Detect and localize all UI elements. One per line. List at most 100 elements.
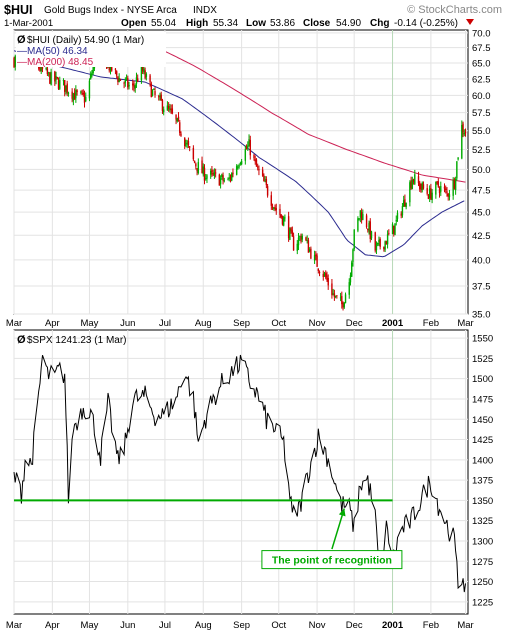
- hui-candle-body: [72, 93, 75, 101]
- hui-candle-body: [14, 56, 16, 67]
- chg-value: -0.14 (-0.25%): [394, 18, 458, 29]
- hui-candle-body: [82, 92, 84, 95]
- hui-candle-body: [400, 213, 402, 216]
- hui-candle-body: [145, 73, 148, 78]
- hui-candle-body: [237, 167, 239, 168]
- x-axis-label: Oct: [271, 620, 286, 631]
- spx-y-tick-label: 1225: [472, 597, 493, 608]
- hui-candle-body: [274, 206, 276, 209]
- x-axis-label: Mar: [457, 318, 473, 329]
- hui-candle-body: [135, 77, 138, 85]
- hui-candle-body: [249, 139, 251, 156]
- hui-candle-body: [115, 71, 118, 76]
- hui-candle-body: [402, 199, 405, 207]
- hui-y-tick-label: 57.5: [472, 108, 491, 119]
- spx-legend-icon: Ø: [17, 334, 26, 346]
- hui-candle-body: [57, 80, 60, 89]
- chg-label: Chg: [370, 18, 389, 29]
- x-axis-label: Jun: [120, 620, 135, 631]
- hui-candle-body: [245, 147, 248, 150]
- hui-candle-body: [289, 228, 291, 240]
- hui-candle-body: [334, 295, 337, 297]
- spx-panel-title: $SPX 1241.23 (1 Mar): [27, 335, 127, 346]
- hui-candle-body: [49, 72, 51, 84]
- hui-candle-body: [221, 174, 223, 178]
- hui-candle-body: [357, 218, 359, 231]
- hui-candle-body: [202, 166, 204, 175]
- hui-candle-body: [336, 295, 338, 297]
- low-value: 53.86: [270, 18, 295, 29]
- hui-candle-body: [137, 78, 139, 82]
- hui-candle-body: [266, 186, 269, 196]
- hui-candle-body: [395, 219, 397, 222]
- hui-candle-body: [161, 99, 164, 112]
- x-axis-label: May: [80, 620, 98, 631]
- spx-y-tick-label: 1250: [472, 577, 493, 588]
- low-label: Low: [246, 18, 266, 29]
- spx-y-tick-label: 1525: [472, 354, 493, 365]
- hui-candle-body: [369, 221, 371, 239]
- hui-candle-body: [180, 133, 182, 136]
- hui-candle-body: [88, 80, 91, 99]
- hui-candle-body: [280, 214, 282, 218]
- hui-candle-body: [197, 162, 200, 174]
- hui-candle-body: [193, 160, 196, 163]
- hui-candle-body: [393, 225, 395, 234]
- hui-candle-body: [315, 254, 317, 257]
- hui-candle-body: [257, 166, 259, 168]
- hui-candle-body: [420, 187, 422, 189]
- hui-candle-body: [158, 96, 160, 98]
- hui-candle-body: [297, 237, 300, 246]
- hui-candle-body: [214, 172, 217, 174]
- hui-candle-body: [378, 240, 380, 242]
- hui-candle-body: [325, 273, 327, 278]
- hui-candle-body: [171, 108, 174, 114]
- hui-candle-body: [307, 240, 310, 253]
- hui-y-tick-label: 45.0: [472, 208, 491, 219]
- hui-candle-body: [184, 137, 186, 147]
- hui-y-tick-label: 50.0: [472, 165, 491, 176]
- ma50-legend: MA(50) 46.34: [27, 46, 88, 57]
- hui-candle-body: [359, 210, 362, 218]
- close-value: 54.90: [336, 18, 361, 29]
- hui-candle-body: [291, 230, 294, 237]
- hui-candle-body: [310, 248, 312, 259]
- hui-candle-body: [46, 68, 49, 75]
- hui-legend-box: [16, 32, 166, 67]
- hui-candle-body: [125, 77, 128, 79]
- hui-candle-body: [39, 68, 41, 71]
- x-axis-label: Nov: [309, 620, 326, 631]
- hui-candle-body: [341, 296, 343, 305]
- hui-candle-body: [348, 282, 350, 295]
- hui-candle-body: [365, 215, 368, 228]
- hui-candle-body: [212, 172, 214, 175]
- hui-candle-body: [73, 92, 76, 100]
- spx-y-tick-label: 1400: [472, 455, 493, 466]
- hui-candle-body: [261, 169, 264, 176]
- hui-candle-body: [270, 195, 273, 206]
- hui-y-tick-label: 35.0: [472, 310, 491, 321]
- hui-candle-body: [374, 232, 376, 251]
- hui-candle-body: [306, 240, 308, 241]
- hui-legend-icon: Ø: [17, 34, 26, 46]
- hui-panel-title: $HUI (Daily) 54.90 (1 Mar): [27, 35, 144, 46]
- x-axis-label: 2001: [382, 318, 404, 329]
- hui-candle-body: [149, 75, 151, 83]
- hui-candle-body: [282, 217, 285, 226]
- hui-candle-body: [75, 90, 77, 99]
- header-symbol: $HUI: [4, 3, 32, 17]
- hui-candle-body: [56, 76, 58, 79]
- hui-candle-body: [422, 184, 425, 189]
- hui-candle-body: [134, 85, 136, 89]
- x-axis-label: Dec: [346, 318, 363, 329]
- header-name: Gold Bugs Index - NYSE Arca: [44, 5, 177, 16]
- hui-candle-body: [239, 163, 242, 165]
- hui-candle-body: [317, 268, 320, 271]
- hui-candle-body: [227, 178, 229, 180]
- hui-candle-body: [405, 202, 407, 208]
- hui-candle-body: [342, 303, 344, 308]
- hui-candle-body: [144, 70, 146, 79]
- hui-candle-body: [333, 293, 336, 298]
- high-label: High: [186, 18, 208, 29]
- x-axis-label: Jul: [159, 318, 171, 329]
